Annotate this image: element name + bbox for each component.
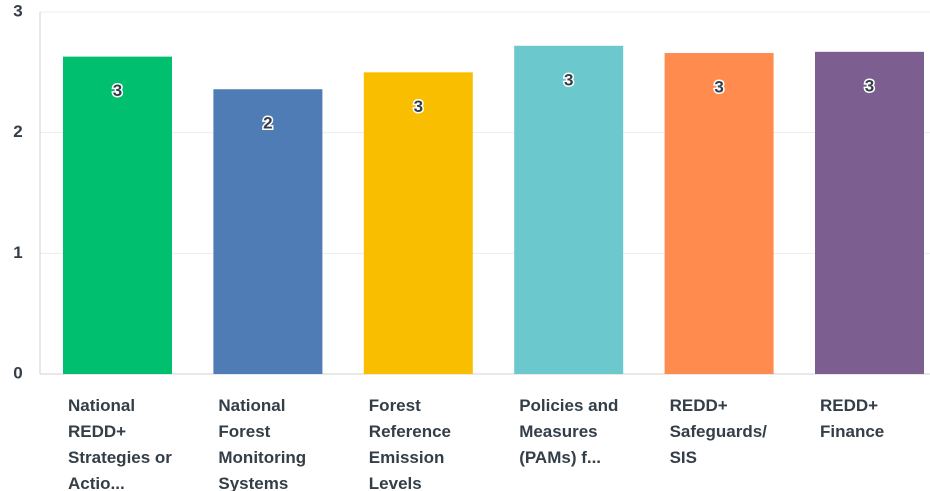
value-label: 2	[263, 114, 272, 133]
y-tick-label: 1	[13, 243, 22, 262]
value-label: 3	[714, 78, 723, 97]
value-label: 3	[865, 76, 874, 95]
bar	[213, 89, 323, 374]
bar	[363, 72, 473, 374]
x-tick-label: National REDD+ Strategies or Actio...	[68, 396, 172, 491]
x-tick-label: National Forest Monitoring Systems	[218, 396, 307, 491]
x-tick-label: Policies and Measures (PAMs) f...	[519, 396, 619, 467]
bar	[514, 45, 624, 374]
x-tick-label: REDD+ Safeguards/ SIS	[669, 396, 767, 467]
value-label: 3	[564, 70, 573, 89]
bar	[63, 56, 172, 374]
value-label: 3	[414, 97, 423, 116]
y-tick-label: 2	[13, 122, 22, 141]
bar	[815, 51, 924, 374]
x-tick-label: REDD+ Finance	[820, 396, 885, 441]
y-tick-label: 0	[13, 363, 22, 382]
bar	[664, 53, 774, 374]
x-tick-label: Forest Reference Emission Levels	[368, 396, 452, 491]
value-label: 3	[113, 81, 122, 100]
y-tick-label: 3	[13, 1, 22, 20]
